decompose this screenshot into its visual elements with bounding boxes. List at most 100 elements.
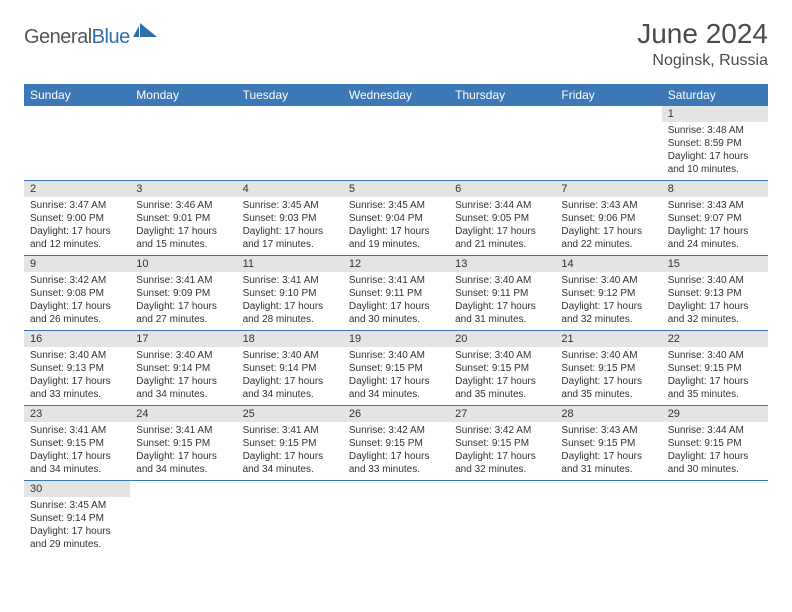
day-number: 23 [24, 406, 130, 422]
calendar-day-cell: 23Sunrise: 3:41 AMSunset: 9:15 PMDayligh… [24, 406, 130, 481]
day-number: 17 [130, 331, 236, 347]
day-number: 10 [130, 256, 236, 272]
day-details: Sunrise: 3:42 AMSunset: 9:15 PMDaylight:… [343, 422, 449, 480]
day-number: 6 [449, 181, 555, 197]
day-header: Friday [555, 84, 661, 106]
day-header: Tuesday [237, 84, 343, 106]
day-number: 5 [343, 181, 449, 197]
day-number: 13 [449, 256, 555, 272]
calendar-day-cell: 30Sunrise: 3:45 AMSunset: 9:14 PMDayligh… [24, 481, 130, 556]
calendar-day-cell: 4Sunrise: 3:45 AMSunset: 9:03 PMDaylight… [237, 181, 343, 256]
calendar-day-cell: 5Sunrise: 3:45 AMSunset: 9:04 PMDaylight… [343, 181, 449, 256]
calendar-day-cell: 14Sunrise: 3:40 AMSunset: 9:12 PMDayligh… [555, 256, 661, 331]
calendar-week-row: 1Sunrise: 3:48 AMSunset: 8:59 PMDaylight… [24, 106, 768, 181]
calendar-day-cell: 13Sunrise: 3:40 AMSunset: 9:11 PMDayligh… [449, 256, 555, 331]
day-number: 3 [130, 181, 236, 197]
day-details: Sunrise: 3:45 AMSunset: 9:03 PMDaylight:… [237, 197, 343, 255]
calendar-day-cell: 28Sunrise: 3:43 AMSunset: 9:15 PMDayligh… [555, 406, 661, 481]
day-details: Sunrise: 3:41 AMSunset: 9:15 PMDaylight:… [130, 422, 236, 480]
calendar-day-cell: 27Sunrise: 3:42 AMSunset: 9:15 PMDayligh… [449, 406, 555, 481]
day-number: 29 [662, 406, 768, 422]
day-number: 14 [555, 256, 661, 272]
day-details: Sunrise: 3:41 AMSunset: 9:10 PMDaylight:… [237, 272, 343, 330]
day-number: 4 [237, 181, 343, 197]
calendar-day-cell: 24Sunrise: 3:41 AMSunset: 9:15 PMDayligh… [130, 406, 236, 481]
calendar-day-cell: 18Sunrise: 3:40 AMSunset: 9:14 PMDayligh… [237, 331, 343, 406]
title-block: June 2024 Noginsk, Russia [637, 18, 768, 70]
calendar-week-row: 2Sunrise: 3:47 AMSunset: 9:00 PMDaylight… [24, 181, 768, 256]
day-number: 18 [237, 331, 343, 347]
calendar-empty-cell [237, 481, 343, 556]
calendar-day-cell: 25Sunrise: 3:41 AMSunset: 9:15 PMDayligh… [237, 406, 343, 481]
day-details: Sunrise: 3:45 AMSunset: 9:04 PMDaylight:… [343, 197, 449, 255]
header: GeneralBlue June 2024 Noginsk, Russia [24, 18, 768, 70]
day-details: Sunrise: 3:40 AMSunset: 9:11 PMDaylight:… [449, 272, 555, 330]
day-number: 28 [555, 406, 661, 422]
day-details: Sunrise: 3:42 AMSunset: 9:15 PMDaylight:… [449, 422, 555, 480]
calendar-day-cell: 3Sunrise: 3:46 AMSunset: 9:01 PMDaylight… [130, 181, 236, 256]
day-number: 30 [24, 481, 130, 497]
day-number: 8 [662, 181, 768, 197]
day-details: Sunrise: 3:44 AMSunset: 9:05 PMDaylight:… [449, 197, 555, 255]
day-details: Sunrise: 3:46 AMSunset: 9:01 PMDaylight:… [130, 197, 236, 255]
logo-text-general: General [24, 26, 92, 49]
day-details: Sunrise: 3:48 AMSunset: 8:59 PMDaylight:… [662, 122, 768, 180]
logo-flag-icon [133, 23, 159, 46]
day-header: Wednesday [343, 84, 449, 106]
day-number: 22 [662, 331, 768, 347]
calendar-day-cell: 21Sunrise: 3:40 AMSunset: 9:15 PMDayligh… [555, 331, 661, 406]
day-number: 11 [237, 256, 343, 272]
calendar-empty-cell [662, 481, 768, 556]
day-details: Sunrise: 3:41 AMSunset: 9:15 PMDaylight:… [24, 422, 130, 480]
day-details: Sunrise: 3:47 AMSunset: 9:00 PMDaylight:… [24, 197, 130, 255]
calendar-day-cell: 29Sunrise: 3:44 AMSunset: 9:15 PMDayligh… [662, 406, 768, 481]
calendar-empty-cell [130, 106, 236, 181]
day-details: Sunrise: 3:45 AMSunset: 9:14 PMDaylight:… [24, 497, 130, 555]
day-number: 19 [343, 331, 449, 347]
page-title: June 2024 [637, 18, 768, 50]
calendar-table: SundayMondayTuesdayWednesdayThursdayFrid… [24, 84, 768, 555]
day-details: Sunrise: 3:40 AMSunset: 9:15 PMDaylight:… [662, 347, 768, 405]
day-details: Sunrise: 3:40 AMSunset: 9:14 PMDaylight:… [130, 347, 236, 405]
day-number: 26 [343, 406, 449, 422]
day-details: Sunrise: 3:43 AMSunset: 9:15 PMDaylight:… [555, 422, 661, 480]
day-number: 2 [24, 181, 130, 197]
day-details: Sunrise: 3:41 AMSunset: 9:15 PMDaylight:… [237, 422, 343, 480]
calendar-day-cell: 20Sunrise: 3:40 AMSunset: 9:15 PMDayligh… [449, 331, 555, 406]
day-number: 21 [555, 331, 661, 347]
calendar-day-cell: 10Sunrise: 3:41 AMSunset: 9:09 PMDayligh… [130, 256, 236, 331]
day-number: 9 [24, 256, 130, 272]
day-header: Monday [130, 84, 236, 106]
day-details: Sunrise: 3:40 AMSunset: 9:14 PMDaylight:… [237, 347, 343, 405]
day-details: Sunrise: 3:41 AMSunset: 9:09 PMDaylight:… [130, 272, 236, 330]
day-header: Thursday [449, 84, 555, 106]
calendar-day-cell: 22Sunrise: 3:40 AMSunset: 9:15 PMDayligh… [662, 331, 768, 406]
calendar-day-cell: 6Sunrise: 3:44 AMSunset: 9:05 PMDaylight… [449, 181, 555, 256]
day-details: Sunrise: 3:42 AMSunset: 9:08 PMDaylight:… [24, 272, 130, 330]
calendar-day-cell: 15Sunrise: 3:40 AMSunset: 9:13 PMDayligh… [662, 256, 768, 331]
calendar-day-cell: 9Sunrise: 3:42 AMSunset: 9:08 PMDaylight… [24, 256, 130, 331]
day-details: Sunrise: 3:40 AMSunset: 9:13 PMDaylight:… [24, 347, 130, 405]
calendar-empty-cell [555, 106, 661, 181]
day-number: 25 [237, 406, 343, 422]
calendar-day-cell: 17Sunrise: 3:40 AMSunset: 9:14 PMDayligh… [130, 331, 236, 406]
logo-text-blue: Blue [92, 26, 130, 49]
day-details: Sunrise: 3:40 AMSunset: 9:15 PMDaylight:… [343, 347, 449, 405]
calendar-empty-cell [24, 106, 130, 181]
day-number: 1 [662, 106, 768, 122]
calendar-day-cell: 16Sunrise: 3:40 AMSunset: 9:13 PMDayligh… [24, 331, 130, 406]
calendar-day-cell: 26Sunrise: 3:42 AMSunset: 9:15 PMDayligh… [343, 406, 449, 481]
day-details: Sunrise: 3:44 AMSunset: 9:15 PMDaylight:… [662, 422, 768, 480]
day-details: Sunrise: 3:40 AMSunset: 9:15 PMDaylight:… [555, 347, 661, 405]
calendar-day-cell: 19Sunrise: 3:40 AMSunset: 9:15 PMDayligh… [343, 331, 449, 406]
logo: GeneralBlue [24, 26, 159, 49]
location-label: Noginsk, Russia [637, 52, 768, 70]
day-number: 12 [343, 256, 449, 272]
day-number: 24 [130, 406, 236, 422]
day-details: Sunrise: 3:40 AMSunset: 9:13 PMDaylight:… [662, 272, 768, 330]
calendar-empty-cell [130, 481, 236, 556]
day-details: Sunrise: 3:40 AMSunset: 9:15 PMDaylight:… [449, 347, 555, 405]
day-details: Sunrise: 3:40 AMSunset: 9:12 PMDaylight:… [555, 272, 661, 330]
calendar-empty-cell [343, 106, 449, 181]
day-number: 20 [449, 331, 555, 347]
